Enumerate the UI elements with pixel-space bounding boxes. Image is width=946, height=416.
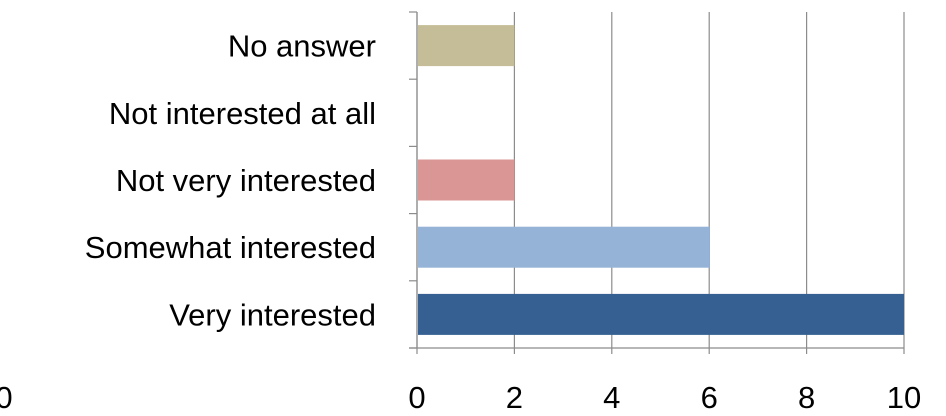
x-tick-label: 2 (506, 380, 523, 415)
bar (418, 159, 515, 201)
bars (418, 25, 904, 335)
category-labels: Very interested Somewhat interested Not ve… (85, 29, 376, 333)
x-tick-label: 8 (798, 380, 815, 415)
x-tick-labels: 0 2 4 6 8 10 (408, 380, 921, 415)
category-label: Not interested at all (109, 96, 376, 131)
x-tick-label: 10 (887, 380, 921, 415)
bar (418, 25, 515, 67)
category-label: Somewhat interested (85, 230, 376, 265)
gridlines (513, 12, 905, 348)
x-tick-label: 6 (701, 380, 718, 415)
bar (418, 226, 710, 268)
category-label: Very interested (169, 297, 376, 332)
stray-tick-label: 0 (0, 380, 13, 415)
x-tick-label: 0 (408, 380, 425, 415)
bar (418, 293, 904, 335)
axes (409, 11, 905, 354)
category-label: Not very interested (116, 163, 376, 198)
category-label: No answer (228, 29, 376, 64)
x-tick-label: 4 (603, 380, 620, 415)
